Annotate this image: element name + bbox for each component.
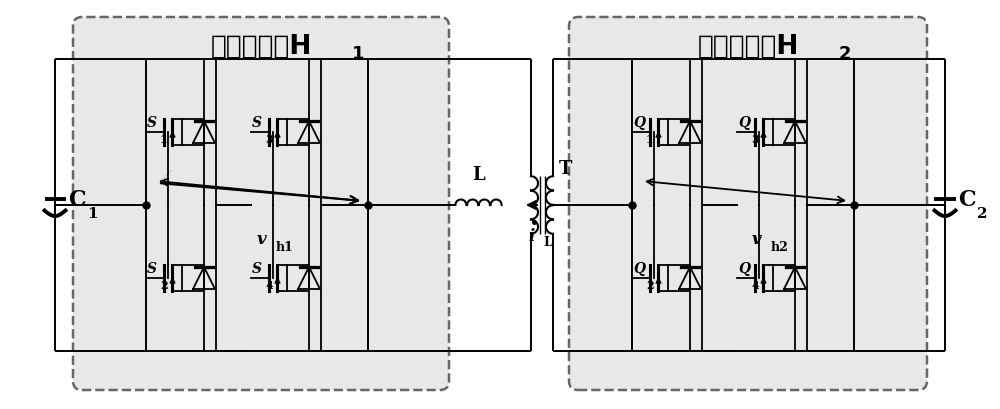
Text: S: S: [252, 116, 262, 130]
Text: v: v: [752, 231, 762, 248]
Text: 全桥变换器H: 全桥变换器H: [210, 34, 312, 60]
Text: 2: 2: [160, 280, 168, 291]
Text: Q: Q: [633, 261, 645, 275]
Text: 2: 2: [646, 280, 654, 291]
Text: S: S: [147, 261, 157, 275]
Text: 1: 1: [646, 134, 654, 145]
Text: 全桥变换器H: 全桥变换器H: [697, 34, 799, 60]
Text: C: C: [68, 189, 86, 211]
Text: h2: h2: [771, 241, 789, 254]
Text: Q: Q: [633, 116, 645, 130]
Text: L: L: [543, 236, 552, 248]
Text: L: L: [472, 166, 485, 184]
Text: 2: 2: [839, 45, 852, 63]
Text: 4: 4: [265, 280, 273, 291]
Text: Q: Q: [738, 261, 750, 275]
Text: 3: 3: [751, 134, 759, 145]
FancyBboxPatch shape: [73, 18, 449, 390]
Text: 3: 3: [265, 134, 273, 145]
Text: S: S: [252, 261, 262, 275]
Text: h1: h1: [276, 241, 294, 254]
Text: 4: 4: [751, 280, 759, 291]
Text: 1: 1: [160, 134, 168, 145]
Text: Q: Q: [738, 116, 750, 130]
Text: i: i: [529, 227, 535, 245]
Text: v: v: [257, 231, 267, 248]
Text: S: S: [147, 116, 157, 130]
FancyBboxPatch shape: [569, 18, 927, 390]
Text: 2: 2: [977, 207, 988, 220]
Text: 1: 1: [87, 207, 98, 220]
Text: 1: 1: [352, 45, 365, 63]
Text: T: T: [559, 160, 572, 178]
Text: C: C: [958, 189, 976, 211]
